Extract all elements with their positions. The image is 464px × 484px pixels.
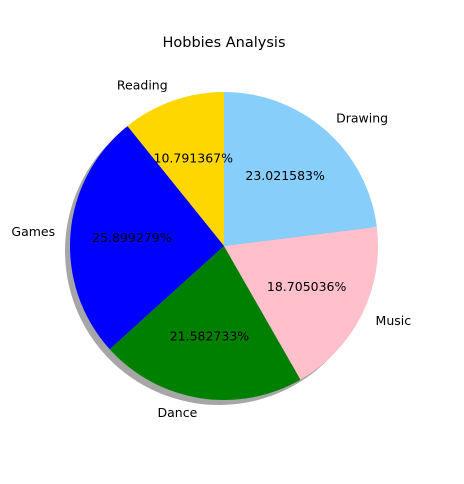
slice-reading (127, 92, 224, 246)
pie-percent-labels: 10.791367% 25.899279% 21.582733% 18.705036%… (92, 150, 346, 343)
chart-title: Hobbies Analysis (162, 35, 285, 51)
category-label-drawing: Drawing (336, 111, 388, 126)
category-label-games: Games (11, 224, 55, 239)
percent-label-reading: 10.791367% (154, 150, 234, 165)
percent-label-music: 18.705036% (267, 279, 347, 294)
percent-label-games: 25.899279% (92, 230, 172, 245)
pie-category-labels: Reading Games Dance Music Drawing (11, 78, 411, 420)
percent-label-drawing: 23.021583% (245, 168, 325, 183)
category-label-reading: Reading (117, 78, 168, 93)
slice-music (224, 226, 378, 380)
slice-games (70, 126, 224, 350)
category-label-music: Music (376, 313, 412, 328)
category-label-dance: Dance (158, 405, 198, 420)
slice-drawing (224, 92, 377, 246)
pie-slices (70, 92, 378, 401)
percent-label-dance: 21.582733% (170, 329, 250, 344)
slice-dance (109, 246, 301, 401)
